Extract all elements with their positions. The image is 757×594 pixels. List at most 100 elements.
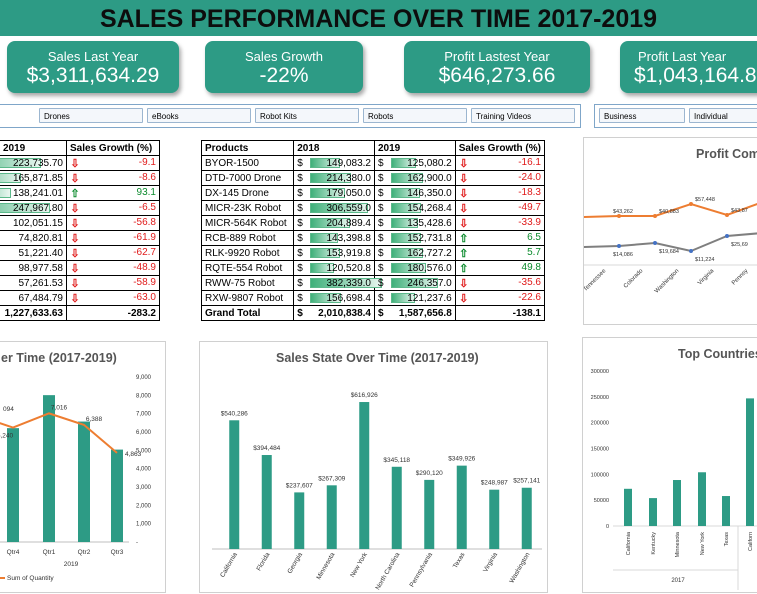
grand-total-row: 1,227,633.63 -283.2 [0, 305, 160, 321]
data-bar [310, 188, 345, 198]
product-name: DTD-7000 Drone [200, 170, 295, 186]
y-tick-label: 300000 [591, 369, 609, 375]
currency-symbol: $ [377, 172, 384, 184]
chart-title: Top Countries [678, 347, 757, 361]
table-row: DTD-7000 Drone $214,380.0 $162,900.0 ⇩ -24.0 [200, 170, 546, 186]
data-label: $349,926 [448, 456, 475, 463]
bar-new-york [698, 472, 706, 526]
growth-cell: ⇩ -6.5 [66, 200, 160, 216]
value-2019: 51,221.40 [18, 247, 64, 259]
arrow-down-icon: ⇩ [459, 202, 469, 215]
data-point [617, 244, 621, 248]
growth-cell: ⇧ 5.7 [454, 245, 546, 261]
profit-comparison-chart: $43,262 $40,883 $57,448 $43,87 $14,086 $19,68… [584, 197, 757, 295]
data-label: $616,926 [351, 392, 378, 399]
product-name: RLK-9920 Robot [200, 245, 295, 261]
value-2019: 246,357.0 [407, 277, 452, 289]
category-label: Kentucky [651, 532, 657, 555]
currency-symbol: $ [377, 307, 384, 319]
data-label: $345,118 [383, 457, 410, 464]
growth-value: 6.5 [527, 231, 541, 243]
value-2018: 153,919.8 [326, 247, 371, 259]
currency-symbol: $ [297, 262, 303, 274]
growth-value: -16.1 [518, 156, 541, 168]
growth-value: -35.6 [518, 276, 541, 288]
table-row: MICR-564K Robot $204,889.4 $135,428.6 ⇩ -33.… [200, 215, 546, 231]
growth-cell: ⇧ 6.5 [454, 230, 546, 246]
value-2018-cell: $156,698.4 [293, 290, 375, 306]
value-2019-cell: $162,727.2 [373, 245, 456, 261]
category-label: Colorado [623, 268, 645, 290]
currency-symbol: $ [297, 247, 303, 259]
y-tick-label: 100000 [591, 472, 609, 478]
growth-cell: ⇩ -58.9 [66, 275, 160, 291]
value-2019-cell: $154,268.4 [373, 200, 456, 216]
currency-symbol: $ [297, 292, 303, 304]
bar-texas [456, 465, 467, 549]
currency-symbol: $ [377, 187, 384, 199]
category-label: North Carolina [374, 551, 401, 591]
growth-value: -56.8 [133, 216, 156, 228]
table-row: 98,977.58 ⇩ -48.9 [0, 260, 160, 276]
slicer-item-drones[interactable]: Drones [39, 108, 143, 123]
data-point [689, 249, 693, 253]
arrow-down-icon: ⇩ [70, 202, 80, 215]
arrow-up-icon: ⇧ [459, 232, 469, 245]
currency-symbol: $ [377, 292, 384, 304]
value-2019: 162,727.2 [407, 247, 452, 259]
data-point [617, 214, 621, 218]
bar-california [624, 488, 632, 526]
arrow-down-icon: ⇩ [70, 157, 80, 170]
y2-tick-label: 3,000 [136, 485, 152, 491]
data-bar [310, 248, 341, 258]
top-countries-chart-panel: Top Countries 300000 250000 200000 150000 10… [582, 337, 757, 593]
arrow-down-icon: ⇩ [70, 172, 80, 185]
grand-total-row: Grand Total $2,010,838.4 $1,587,656.8 -138.… [200, 305, 546, 321]
table-row: 74,820.81 ⇩ -61.9 [0, 230, 160, 246]
table-row: 138,241.01 ⇧ 93.1 [0, 185, 160, 201]
bar-virginia [489, 489, 500, 549]
kpi-card-profit-lastest-year: Profit Lastest Year $646,273.66 [404, 41, 590, 93]
currency-symbol: $ [297, 157, 303, 169]
profit-comparison-chart-panel: Profit Com $43,262 $40,883 $57,448 $43,87 $1… [583, 137, 757, 325]
bar-qtr3 [111, 449, 123, 542]
kpi-value: $646,273.66 [438, 64, 556, 87]
slicer-item-business[interactable]: Business [599, 108, 685, 123]
arrow-down-icon: ⇩ [70, 292, 80, 305]
category-label: Virginia [482, 551, 499, 574]
value-2019: 74,820.81 [18, 232, 64, 244]
total-2019: 1,227,633.63 [0, 305, 67, 321]
data-label: $19,684 [659, 249, 679, 255]
data-label: 4,863 [125, 451, 142, 458]
chart-title: er Time (2017-2019) [1, 351, 117, 365]
currency-symbol: $ [297, 202, 303, 214]
growth-value: -61.9 [133, 231, 156, 243]
growth-cell: ⇩ -24.0 [454, 170, 546, 186]
bar-washington [521, 487, 532, 549]
currency-symbol: $ [297, 217, 303, 229]
slicer-item-training-videos[interactable]: Training Videos [471, 108, 575, 123]
slicer-item-ebooks[interactable]: eBooks [147, 108, 251, 123]
growth-value: -33.9 [518, 216, 541, 228]
arrow-up-icon: ⇧ [70, 187, 80, 200]
slicer-item-robots[interactable]: Robots [363, 108, 467, 123]
kpi-card-sales-last-year: Sales Last Year $3,311,634.29 [7, 41, 179, 93]
growth-value: -62.7 [133, 246, 156, 258]
data-label: $14,086 [613, 252, 633, 258]
data-point [725, 234, 729, 238]
value-2019-cell: $135,428.6 [373, 215, 456, 231]
total-2019-cell: $1,587,656.8 [373, 305, 456, 321]
quantity-over-time-chart-panel: er Time (2017-2019) Qtr4 Qtr1 Qtr2 Qtr3 9,00… [0, 341, 166, 593]
slicer-item-individual[interactable]: Individual [689, 108, 757, 123]
category-label: New York [700, 532, 706, 555]
category-label: Texas [452, 551, 467, 570]
slicer-item-robot-kits[interactable]: Robot Kits [255, 108, 359, 123]
value-2018: 204,889.4 [326, 217, 371, 229]
arrow-down-icon: ⇩ [70, 262, 80, 275]
arrow-down-icon: ⇩ [459, 187, 469, 200]
customer-segment-slicer: Business Individual [594, 104, 757, 128]
growth-value: -9.1 [138, 156, 156, 168]
bar-new-york [359, 402, 370, 549]
data-bar [390, 188, 420, 198]
category-label: Washington [654, 268, 680, 294]
